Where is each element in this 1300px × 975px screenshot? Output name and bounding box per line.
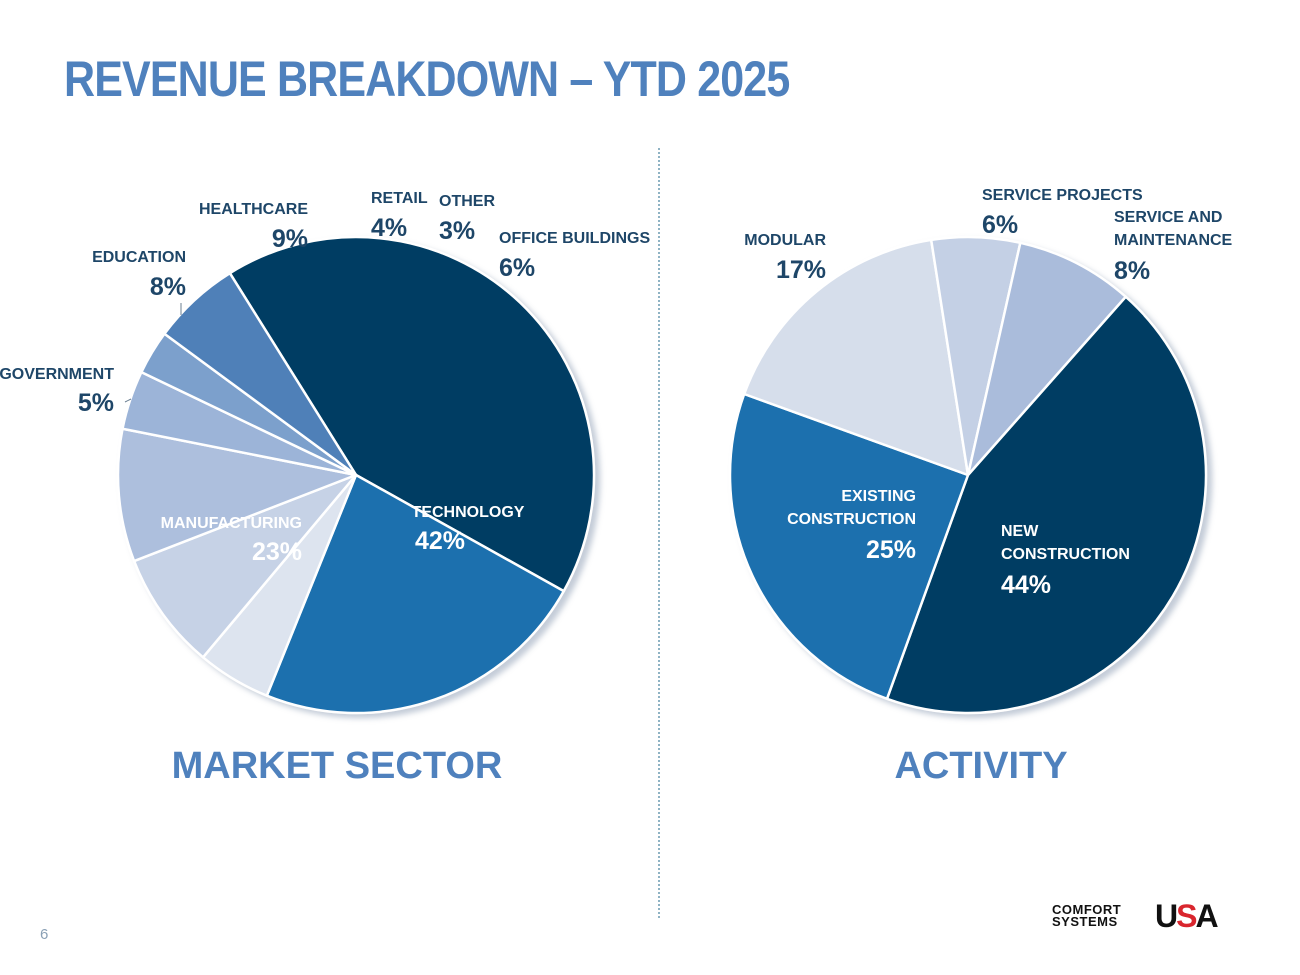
activity-pie: 44% 25% MODULAR 17% SERVICE PROJECTS 6% … [728,187,1208,787]
slice-label-government: GOVERNMENT [0,366,114,383]
page-title: REVENUE BREAKDOWN – YTD 2025 [64,51,790,107]
company-logo: COMFORT SYSTEMS USA [1052,898,1242,935]
pie-slice-education [132,473,358,659]
slice-value-modular: 17% [776,256,826,284]
pie-slice-technology [228,235,596,593]
slice-value-other: 3% [439,217,475,245]
slice-value-education: 8% [150,273,186,301]
slice-value-office-buildings: 6% [499,254,535,282]
pie-slice-modular [742,238,970,477]
pie-slice-manufacturing [265,473,566,715]
logo-wordmark: COMFORT SYSTEMS [1052,902,1122,929]
slice-label-technology: TECHNOLOGY [412,504,525,521]
slice-value-service-projects: 6% [982,211,1018,239]
slice-label-existing-construction: EXISTING CONSTRUCTION [787,488,916,528]
slice-label-education: EDUCATION [92,249,186,266]
logo-u: U [1155,898,1178,934]
activity-title: ACTIVITY [894,745,1067,787]
slice-label-service-projects: SERVICE PROJECTS [982,187,1143,204]
slice-value-technology: 42% [415,527,465,555]
slice-value-government: 5% [78,389,114,417]
logo-line-2: SYSTEMS [1052,914,1118,929]
pie-slice-healthcare [116,427,358,563]
slice-label-modular: MODULAR [744,232,826,249]
slice-value-healthcare: 9% [272,225,308,253]
slice-label-new-construction: NEW CONSTRUCTION [1001,523,1130,563]
pie-slice-existing-construction [728,392,970,701]
pie-slice-service-and-maintenance [966,241,1127,477]
slice-value-existing-construction: 25% [866,536,916,564]
slice-value-new-construction: 44% [1001,571,1051,599]
slice-value-manufacturing: 23% [252,538,302,566]
logo-a: A [1195,898,1218,934]
slice-label-other: OTHER [439,193,495,210]
slice-value-service-maintenance: 8% [1114,257,1150,285]
market-sector-pie: TECHNOLOGY 42% MANUFACTURING 23% GOVERNM… [0,190,650,787]
slice-label-retail: RETAIL [371,190,428,207]
government-leader-line [124,398,132,403]
logo-line-1: COMFORT [1052,902,1122,917]
slice-value-retail: 4% [371,214,407,242]
slice-label-healthcare: HEALTHCARE [199,201,308,218]
logo-s: S [1176,898,1197,934]
slice-label-manufacturing: MANUFACTURING [161,515,302,532]
slice-label-office-buildings: OFFICE BUILDINGS [499,230,650,247]
market-sector-title: MARKET SECTOR [172,745,503,787]
pie-slice-office-buildings [163,271,358,477]
pie-slice-new-construction [885,295,1208,715]
logo-usa-mark: USA [1155,898,1219,935]
slice-label-service-maintenance: SERVICE AND MAINTENANCE [1114,209,1233,249]
section-divider [658,148,660,918]
page-number: 6 [40,926,49,943]
